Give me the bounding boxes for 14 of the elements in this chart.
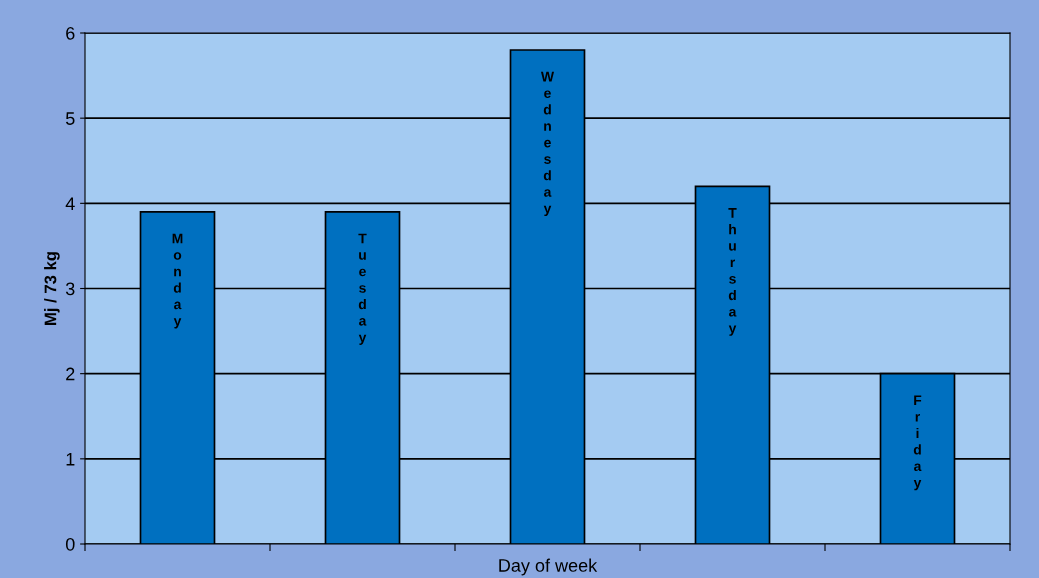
y-tick-label: 1 <box>66 452 75 466</box>
y-tick-label: 4 <box>65 197 75 210</box>
x-tick-label: Friday <box>913 395 922 491</box>
y-tick-label: 5 <box>65 112 75 125</box>
category-label: Wednesday <box>540 71 555 217</box>
y-tick-label: 2 <box>66 367 75 381</box>
x-tick-label: Thursday <box>728 208 737 336</box>
x-tick-label: Tuesday <box>358 233 367 345</box>
y-axis-title: Mj / 73 kg <box>44 252 60 325</box>
y-tick-label: 0 <box>65 537 75 551</box>
y-tick-label: 3 <box>65 282 75 296</box>
x-tick-label: Monday <box>172 233 183 329</box>
y-tick-label: 6 <box>66 26 75 40</box>
x-axis-title: Day of week <box>499 558 598 576</box>
